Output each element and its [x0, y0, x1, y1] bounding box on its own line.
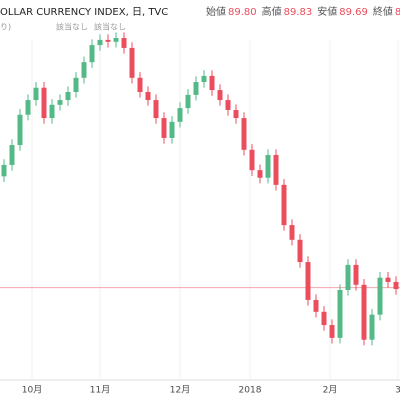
candle-body	[193, 82, 199, 95]
ohlc-label: 高値	[262, 5, 282, 18]
candle-body	[217, 90, 223, 101]
x-tick-label: 12月	[170, 385, 190, 396]
candle-body	[153, 100, 159, 119]
candle-body	[9, 145, 15, 165]
candle-body	[121, 38, 127, 48]
candle-body	[297, 239, 303, 263]
candle-body	[273, 155, 279, 185]
study-label: り)	[0, 23, 11, 32]
x-tick-label: 2月	[323, 385, 338, 396]
candle-body	[393, 281, 399, 290]
x-tick-label: 3	[395, 386, 400, 396]
candle-body	[161, 118, 167, 138]
candle-body	[1, 164, 7, 177]
candle-body	[281, 184, 287, 226]
candle-body	[329, 325, 335, 338]
candle-body	[17, 114, 23, 146]
candle-body	[305, 262, 311, 300]
candle-body	[209, 75, 215, 91]
x-tick-label: 2018	[239, 386, 262, 396]
candle-body	[233, 110, 239, 119]
candle-body	[361, 284, 367, 340]
x-tick-label: 11月	[90, 385, 110, 396]
candle-body	[113, 38, 119, 42]
study-value: 該当なし	[56, 22, 88, 32]
candle-body	[225, 100, 231, 110]
ohlc-label: 始値	[206, 5, 226, 18]
x-tick-label: 10月	[22, 385, 42, 396]
candle-body	[81, 62, 87, 78]
candle-body	[49, 104, 55, 119]
candle-body	[201, 75, 207, 83]
ohlc-value: 89.69	[339, 7, 368, 18]
candle-body	[89, 45, 95, 63]
candle-body	[73, 77, 79, 92]
candle-body	[337, 290, 343, 338]
candle-body	[97, 39, 103, 46]
candle-body	[25, 100, 31, 115]
candle-body	[137, 77, 143, 92]
candle-body	[177, 108, 183, 122]
ohlc-label: 終値	[373, 5, 393, 18]
candle-body	[369, 314, 375, 340]
candle-body	[145, 92, 151, 101]
candle-body	[57, 100, 63, 105]
candle-body	[105, 39, 111, 42]
candle-body	[385, 277, 391, 282]
dash: -	[164, 8, 167, 17]
candle-body	[345, 264, 351, 290]
study-value: 該当なし	[94, 22, 126, 32]
ohlc-label: 安値	[317, 5, 337, 18]
candle-body	[129, 47, 135, 78]
candle-body	[41, 87, 47, 119]
candle-body	[353, 264, 359, 285]
candle-body	[241, 118, 247, 150]
candle-body	[313, 299, 319, 312]
candle-body	[265, 155, 271, 178]
ohlc-value: 89.80	[228, 7, 257, 18]
candle-body	[321, 311, 327, 326]
ohlc-value: 89.83	[284, 7, 313, 18]
candle-body	[33, 87, 39, 101]
candle-body	[185, 94, 191, 109]
candle-body	[65, 92, 71, 101]
candle-body	[169, 121, 175, 138]
candle-body	[249, 149, 255, 171]
chart-title: OLLAR CURRENCY INDEX, 日, TVC	[0, 7, 168, 18]
candle-body	[257, 170, 263, 178]
ohlc-value: 89.75	[395, 7, 400, 18]
candle-body	[289, 225, 295, 240]
candle-body	[377, 277, 383, 315]
